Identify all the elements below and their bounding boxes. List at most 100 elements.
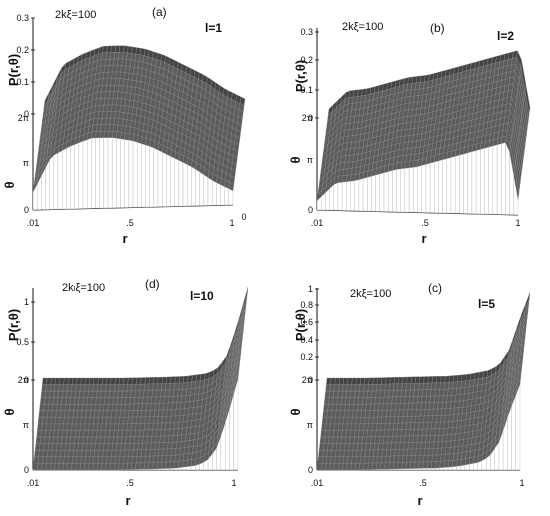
theta-axis-title: θ xyxy=(2,408,17,415)
z-axis-title: P(r,θ) xyxy=(293,309,308,341)
z-tick-label: 0.6 xyxy=(300,317,313,327)
r-tick-label: 1 xyxy=(231,478,236,488)
surface-front-cell xyxy=(70,144,75,210)
r-tick-label: .01 xyxy=(27,478,40,488)
l-value-label: l=2 xyxy=(497,29,514,43)
l-value-label: l=5 xyxy=(478,297,495,311)
z-tick-label: 0 xyxy=(24,109,29,119)
z-tick-label: 0 xyxy=(24,375,29,385)
surface-front-cell xyxy=(446,157,452,214)
surface-front-cell xyxy=(392,169,397,213)
surface-front-cell xyxy=(417,165,422,213)
surface-front-cell xyxy=(145,144,150,208)
z-tick-label: 0 xyxy=(308,375,313,385)
surface-front-cell xyxy=(224,186,229,206)
surface-front-cell xyxy=(456,465,461,471)
r-tick-label: .01 xyxy=(311,478,324,488)
surface-front-cell xyxy=(148,468,153,471)
z-tick-label: 0.1 xyxy=(16,77,29,87)
surface-front-cell xyxy=(467,151,473,215)
z-tick-label: 0.3 xyxy=(16,13,29,23)
surface-front-cell xyxy=(473,462,478,471)
surface-front-cell xyxy=(511,395,516,471)
surface-front-cell xyxy=(488,145,494,215)
r-tick-label: 1 xyxy=(519,478,524,488)
surface-front-cell xyxy=(173,467,179,471)
surface-front-cell xyxy=(169,468,175,471)
surface-front-cell xyxy=(329,184,334,211)
annotation-label: 2kξ=100 xyxy=(350,288,391,300)
z-tick-label: 0 xyxy=(308,113,313,123)
surface-front-cell xyxy=(49,154,54,210)
surface-front-cell xyxy=(195,168,200,207)
surface-front-cell xyxy=(99,137,104,209)
surface-front-cell xyxy=(128,140,134,208)
surface-front-cell xyxy=(199,171,204,206)
surface-front-cell xyxy=(429,161,435,214)
surface-front-cell xyxy=(362,177,368,212)
surface-front-cell xyxy=(66,145,71,210)
panel-label: (d) xyxy=(145,277,160,291)
theta-tick-label: π xyxy=(307,155,313,165)
surface-front-cell xyxy=(112,137,117,209)
surface-front-cell xyxy=(380,469,385,471)
surface-front-cell xyxy=(464,464,470,471)
theta-tick-label: 0 xyxy=(24,465,29,475)
surface-front-cell xyxy=(404,167,410,213)
surface-front-cell xyxy=(409,468,415,471)
r-axis-title: r xyxy=(122,231,127,246)
surface-front-cell xyxy=(455,155,460,214)
surface-front-cell xyxy=(149,146,154,208)
z-axis-title: P(r,θ) xyxy=(6,54,21,86)
surface-front-cell xyxy=(157,149,163,208)
z-tick-label: 1 xyxy=(24,297,29,307)
surface-front-cell xyxy=(492,144,498,215)
z-axis-title: P(r,θ) xyxy=(293,60,308,92)
surface-front-cell xyxy=(438,159,443,214)
surface-front-cell xyxy=(501,142,506,215)
surface-front-cell xyxy=(413,166,418,213)
surface-front-cell xyxy=(337,182,343,211)
z-tick-label: 0.8 xyxy=(300,300,313,310)
surface-front-cell xyxy=(187,164,192,207)
surface-front-cell xyxy=(434,160,439,214)
surface-front-cell xyxy=(475,149,481,215)
r-tick-label: 1 xyxy=(229,218,234,228)
theta-tick-label: 0 xyxy=(308,205,313,215)
z-tick-label: 0.3 xyxy=(300,27,313,37)
surface-front-cell xyxy=(443,467,449,471)
surface-front-cell xyxy=(139,469,145,471)
surface-front-cell xyxy=(207,177,213,206)
surface-front-cell xyxy=(165,468,170,471)
surface-front-cell xyxy=(496,143,502,215)
r-tick-label: .5 xyxy=(421,218,429,228)
annotation-label: 2kξ=100 xyxy=(342,21,383,33)
surface-front-cell xyxy=(178,160,184,207)
surface-front-cell xyxy=(233,378,239,471)
z-tick-label: 0.2 xyxy=(300,352,313,362)
surface-front-cell xyxy=(422,468,428,471)
theta-axis-title: θ xyxy=(288,156,303,163)
r-tick-label: .5 xyxy=(126,478,134,488)
surface-front-cell xyxy=(162,151,167,207)
surface-front-cell xyxy=(439,467,445,471)
surface-front-cell xyxy=(87,138,92,209)
surface-front-cell xyxy=(515,384,521,471)
surface-front-cell xyxy=(388,468,394,471)
surface-front-cell xyxy=(141,143,146,208)
surface-front-cell xyxy=(120,138,125,208)
r-tick-label: .01 xyxy=(311,218,324,228)
surface-front-cell xyxy=(418,468,423,471)
surface-front-cell xyxy=(435,467,440,471)
surface-front-cell xyxy=(405,468,411,471)
surface-front-cell xyxy=(414,468,419,471)
surface-front-cell xyxy=(350,180,355,212)
surface-front-cell xyxy=(371,174,376,212)
surface-front-cell xyxy=(174,158,179,207)
surface-front-cell xyxy=(484,147,489,215)
surface-front-cell xyxy=(469,463,474,471)
r-tick-label: .01 xyxy=(27,218,40,228)
